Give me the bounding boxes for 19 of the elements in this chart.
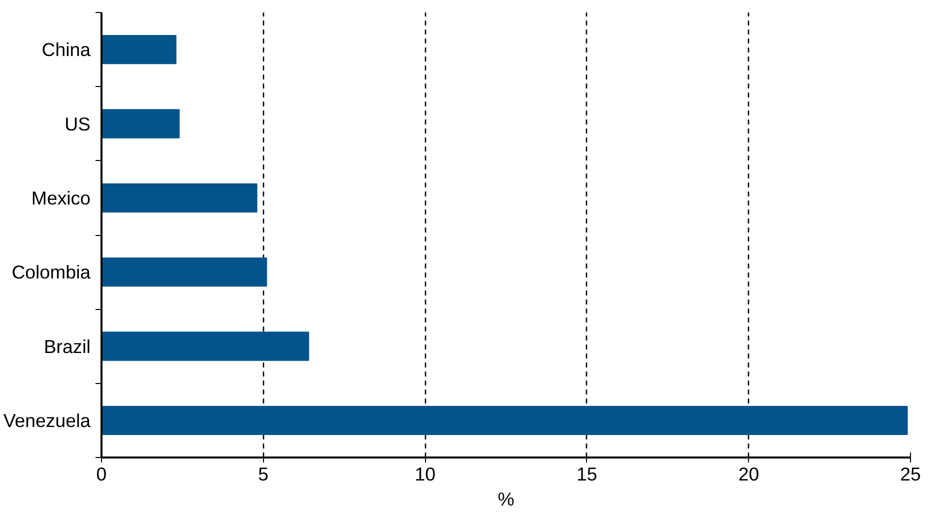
x-tick-label: 20 [738,464,760,484]
bar [102,109,180,138]
bar [102,406,908,436]
y-tick-label: Venezuela [3,410,92,431]
y-tick-label: Colombia [12,262,92,283]
x-tick-label: 0 [96,464,107,484]
y-tick-label: Brazil [44,336,91,357]
y-tick-label: US [64,113,91,134]
bar [102,257,268,287]
x-tick-label: 5 [258,464,269,484]
x-tick-label: 25 [900,464,921,484]
x-tick-label: 15 [576,464,598,484]
bar [102,34,176,64]
x-axis-title: % [498,488,514,510]
y-tick-label: China [42,39,92,60]
x-tick-label: 10 [414,464,436,484]
bar [102,183,258,213]
bar [102,332,310,361]
y-tick-label: Mexico [31,187,90,208]
